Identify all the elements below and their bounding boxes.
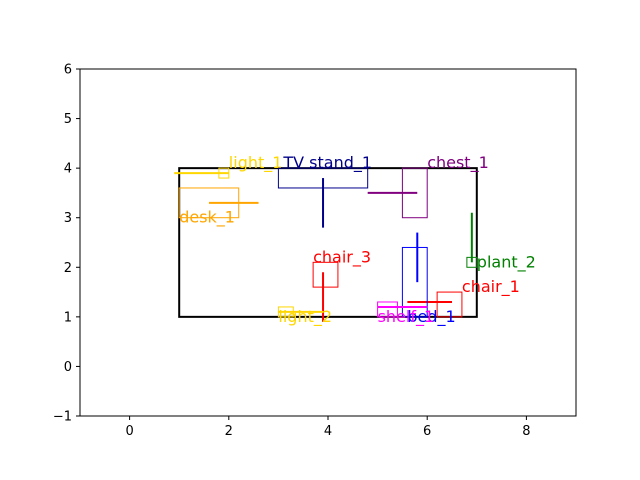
- object-chair-3: chair_3: [312, 247, 371, 322]
- x-tick-label: 4: [324, 424, 332, 439]
- shelf-1-label: shelf_1: [378, 307, 435, 327]
- light-1-label: light_1: [229, 153, 283, 173]
- y-tick-label: 1: [64, 310, 72, 325]
- y-axis: −1 0 1 2 3 4 5 6: [53, 63, 80, 425]
- plot-area: light_1 TV stand_1 chest_1desk_1plant_2cha…: [174, 153, 536, 327]
- tv-stand-1-label: TV stand_1: [282, 153, 372, 173]
- object-chest-1: chest_1: [367, 153, 489, 219]
- y-tick-label: 6: [64, 63, 72, 78]
- object-tv-stand-1: TV stand_1: [277, 153, 372, 228]
- y-tick-label: 5: [64, 112, 72, 127]
- chest-1-label: chest_1: [427, 153, 489, 173]
- y-tick-label: 0: [64, 360, 72, 375]
- y-tick-label: 3: [64, 211, 72, 226]
- chair-1-box: [436, 291, 463, 318]
- desk-1-label: desk_1: [179, 208, 235, 228]
- chair-1-label: chair_1: [462, 277, 520, 297]
- object-shelf-1: shelf_1: [377, 301, 435, 327]
- light-2-label: light_2: [278, 307, 332, 327]
- y-tick-label: 4: [64, 162, 72, 177]
- x-tick-label: 0: [125, 424, 133, 439]
- y-tick-label: 2: [64, 261, 72, 276]
- chair-3-box: [312, 261, 339, 288]
- object-chair-1: chair_1: [407, 277, 520, 318]
- object-bed-1: bed_1: [401, 232, 456, 327]
- y-tick-label: −1: [53, 410, 72, 425]
- bed-1-label: bed_1: [407, 307, 455, 327]
- object-plant-2: plant_2: [466, 212, 536, 272]
- chair-3-label: chair_3: [313, 247, 371, 267]
- x-tick-label: 6: [423, 424, 431, 439]
- x-tick-label: 2: [225, 424, 233, 439]
- object-desk-1: desk_1: [178, 187, 259, 228]
- x-axis: 0 2 4 6 8: [125, 416, 531, 439]
- shelf-1-box: [377, 301, 398, 318]
- plant-2-label: plant_2: [477, 252, 536, 272]
- object-light-1: light_1: [174, 153, 283, 179]
- bed-1-box: [401, 246, 428, 318]
- x-tick-label: 8: [522, 424, 530, 439]
- object-light-2: light_2: [277, 306, 332, 327]
